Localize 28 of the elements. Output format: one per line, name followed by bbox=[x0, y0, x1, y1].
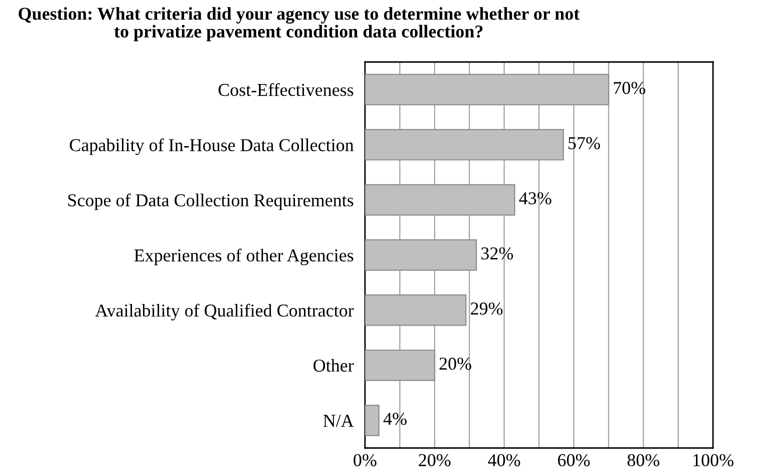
y-tick-label: Scope of Data Collection Requirements bbox=[68, 194, 354, 210]
data-label: 20% bbox=[440, 358, 472, 370]
data-label: 57% bbox=[568, 137, 600, 150]
x-tick-label: 40% bbox=[488, 454, 520, 466]
x-tick-label: 20% bbox=[418, 454, 451, 466]
bar bbox=[365, 184, 516, 216]
y-tick-label: Experiences of other Agencies bbox=[134, 248, 354, 266]
chart-title: Question: What criteria did your agency use to determine whether or not to privatize pavement condition data collection? bbox=[18, 7, 580, 42]
y-tick-label: Cost-Effectiveness bbox=[218, 83, 354, 96]
bar bbox=[365, 294, 466, 326]
x-tick-label: 0% bbox=[354, 454, 376, 466]
data-label: 29% bbox=[470, 302, 503, 315]
data-label: 32% bbox=[481, 247, 514, 260]
bar bbox=[365, 404, 380, 436]
bar bbox=[365, 74, 610, 106]
y-tick-label: Capability of In-House Data Collection bbox=[70, 138, 354, 155]
x-tick-label: 60% bbox=[558, 454, 590, 466]
data-label: 4% bbox=[383, 412, 407, 426]
y-tick-label: N/A bbox=[323, 414, 354, 427]
bar bbox=[365, 350, 436, 382]
y-tick-label: Other bbox=[314, 359, 354, 372]
data-label: 43% bbox=[519, 192, 552, 204]
data-label: 70% bbox=[614, 82, 646, 94]
bar bbox=[365, 128, 564, 160]
x-tick-label: 80% bbox=[628, 454, 660, 466]
x-tick-label: 100% bbox=[694, 454, 734, 466]
bar bbox=[365, 239, 477, 271]
y-tick-label: Availability of Qualified Contractor bbox=[95, 304, 354, 320]
